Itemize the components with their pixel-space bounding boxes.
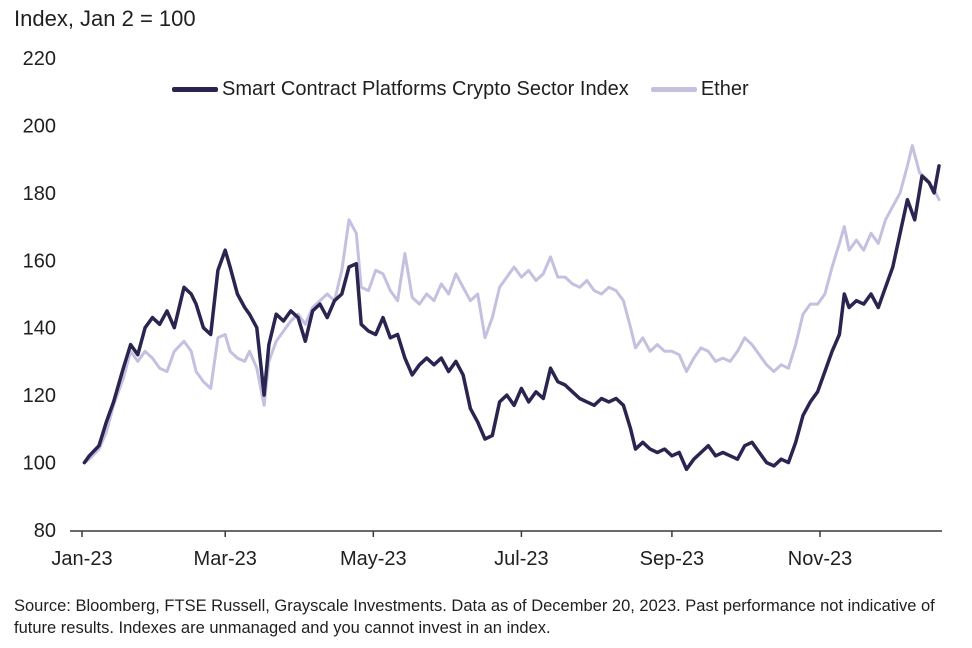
- x-tick-label: Sep-23: [640, 548, 705, 570]
- legend-item-smart-contract: Smart Contract Platforms Crypto Sector I…: [172, 78, 629, 101]
- x-tick-label: Jan-23: [51, 548, 112, 570]
- series-line-smart-contract: [82, 164, 941, 472]
- y-tick-label: 100: [23, 453, 56, 475]
- y-tick-label: 80: [34, 520, 56, 542]
- x-tick-label: Jul-23: [494, 548, 548, 570]
- line-chart: 80 100 120 140 160 180 200 220 Jan-23 Mar-23 May-…: [23, 48, 942, 570]
- x-axis-ticks: Jan-23 Mar-23 May-23 Jul-23 Sep-23 Nov-23: [51, 531, 852, 570]
- series-layer: [82, 144, 941, 472]
- source-note: Source: Bloomberg, FTSE Russell, Graysca…: [14, 597, 935, 637]
- y-axis-label: Index, Jan 2 = 100: [14, 6, 196, 31]
- y-tick-label: 200: [23, 115, 56, 137]
- legend-item-ether: Ether: [650, 78, 749, 101]
- y-tick-label: 140: [23, 318, 56, 340]
- legend-label-smart-contract: Smart Contract Platforms Crypto Sector I…: [222, 78, 629, 100]
- legend-label-ether: Ether: [700, 78, 749, 100]
- y-tick-label: 160: [23, 250, 56, 272]
- y-tick-label: 180: [23, 183, 56, 205]
- legend-swatch-ether: [650, 87, 697, 92]
- legend-swatch-smart-contract: [172, 87, 218, 92]
- y-tick-label: 120: [23, 385, 56, 407]
- legend: Smart Contract Platforms Crypto Sector I…: [172, 78, 771, 101]
- series-line-ether: [82, 144, 941, 465]
- x-tick-label: Nov-23: [788, 548, 852, 570]
- x-tick-label: Mar-23: [194, 548, 257, 570]
- y-axis-ticks: 80 100 120 140 160 180 200 220: [23, 48, 56, 542]
- x-tick-label: May-23: [340, 548, 407, 570]
- y-tick-label: 220: [23, 48, 56, 70]
